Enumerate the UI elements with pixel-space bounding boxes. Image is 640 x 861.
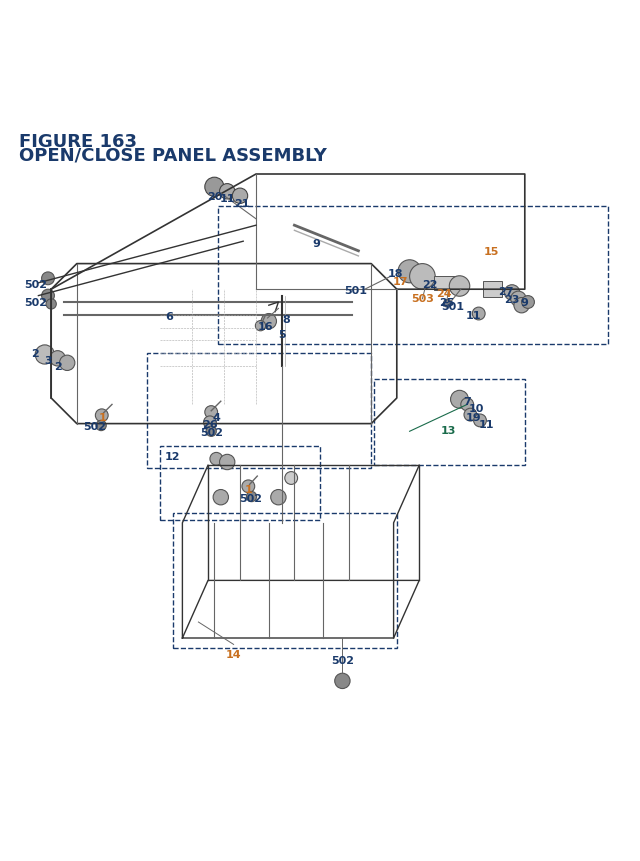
Text: 1: 1 — [244, 485, 252, 494]
Circle shape — [335, 673, 350, 689]
Bar — [160, 447, 320, 520]
Bar — [218, 207, 608, 344]
Text: 502: 502 — [24, 298, 47, 307]
Circle shape — [96, 421, 106, 431]
Circle shape — [220, 455, 235, 470]
Text: 3: 3 — [44, 356, 52, 365]
Text: 17: 17 — [392, 276, 408, 287]
Bar — [147, 354, 371, 469]
Text: 502: 502 — [83, 421, 106, 431]
Circle shape — [205, 406, 218, 419]
Text: 12: 12 — [165, 451, 180, 461]
Circle shape — [271, 490, 286, 505]
Circle shape — [522, 296, 534, 309]
Text: 15: 15 — [484, 246, 499, 257]
Circle shape — [504, 285, 520, 300]
Text: 25: 25 — [439, 298, 454, 307]
Text: OPEN/CLOSE PANEL ASSEMBLY: OPEN/CLOSE PANEL ASSEMBLY — [19, 146, 327, 164]
Text: 10: 10 — [469, 403, 484, 413]
Text: 20: 20 — [207, 192, 222, 202]
Text: 9: 9 — [313, 238, 321, 249]
Text: 26: 26 — [202, 419, 218, 429]
Circle shape — [410, 264, 435, 290]
Text: 18: 18 — [388, 269, 403, 279]
Text: FIGURE 163: FIGURE 163 — [19, 133, 137, 152]
Text: 5: 5 — [278, 330, 285, 339]
Circle shape — [205, 178, 224, 197]
Circle shape — [35, 345, 54, 365]
Text: 2: 2 — [31, 349, 39, 359]
Text: 11: 11 — [220, 194, 235, 204]
Circle shape — [255, 321, 266, 331]
Circle shape — [285, 472, 298, 485]
Text: 501: 501 — [442, 302, 465, 313]
Circle shape — [464, 409, 477, 422]
Text: 8: 8 — [283, 314, 291, 325]
Bar — [173, 514, 397, 647]
Circle shape — [398, 261, 421, 283]
Circle shape — [46, 300, 56, 310]
Text: 4: 4 — [212, 412, 220, 423]
Circle shape — [95, 409, 108, 422]
Circle shape — [242, 480, 255, 493]
Circle shape — [210, 453, 223, 466]
Circle shape — [60, 356, 75, 371]
Text: 9: 9 — [521, 298, 529, 307]
Text: 11: 11 — [479, 419, 494, 429]
Text: 7: 7 — [463, 397, 471, 406]
Circle shape — [42, 290, 54, 303]
Circle shape — [204, 417, 216, 430]
Bar — [434, 276, 456, 290]
Text: 501: 501 — [344, 286, 367, 296]
Text: 14: 14 — [226, 649, 241, 660]
Bar — [483, 282, 502, 298]
Circle shape — [50, 351, 65, 367]
Text: 27: 27 — [498, 287, 513, 297]
Text: 24: 24 — [436, 288, 451, 299]
Text: 6: 6 — [166, 312, 173, 322]
Circle shape — [514, 298, 529, 313]
Text: 16: 16 — [258, 322, 273, 332]
Text: 503: 503 — [411, 294, 434, 304]
Circle shape — [472, 307, 485, 320]
Circle shape — [449, 276, 470, 297]
Text: 502: 502 — [239, 493, 262, 504]
Circle shape — [444, 300, 451, 307]
Circle shape — [461, 399, 474, 412]
Circle shape — [206, 427, 216, 437]
Text: 23: 23 — [504, 294, 520, 305]
Circle shape — [511, 292, 526, 307]
Text: 502: 502 — [331, 655, 354, 666]
Text: 502: 502 — [24, 280, 47, 290]
Circle shape — [220, 184, 235, 200]
Circle shape — [42, 273, 54, 285]
Circle shape — [213, 490, 228, 505]
Text: 1: 1 — [99, 412, 106, 423]
Text: 19: 19 — [466, 412, 481, 423]
Text: 13: 13 — [440, 425, 456, 436]
Circle shape — [451, 391, 468, 409]
Text: 502: 502 — [200, 427, 223, 437]
Circle shape — [474, 414, 486, 427]
Circle shape — [232, 189, 248, 204]
Text: 22: 22 — [422, 280, 438, 290]
Circle shape — [261, 314, 276, 330]
Text: 21: 21 — [234, 199, 250, 208]
Text: 2: 2 — [54, 362, 61, 372]
Text: 11: 11 — [466, 311, 481, 320]
Circle shape — [246, 492, 257, 502]
Bar — [374, 380, 525, 466]
